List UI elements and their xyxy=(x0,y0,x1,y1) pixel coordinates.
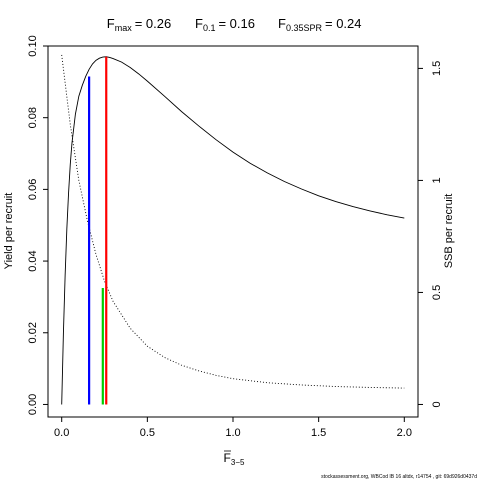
title-fmax-value: = 0.26 xyxy=(135,16,172,31)
y-left-tick-label: 0.08 xyxy=(27,107,39,128)
y-left-tick-label: 0.10 xyxy=(27,35,39,56)
title-fspr-value: = 0.24 xyxy=(325,16,362,31)
y-right-tick-label: 1.5 xyxy=(431,61,443,76)
chart-title-fspr: F0.35SPR = 0.24 xyxy=(278,16,362,33)
y-right-tick-label: 0.5 xyxy=(431,285,443,300)
chart-title-f01: F0.1 = 0.16 xyxy=(195,16,255,33)
footnote: stockassessment.org, WBCod IB 16 altdx, … xyxy=(321,474,477,480)
y-left-axis-label: Yield per recruit xyxy=(3,193,15,270)
x-axis-label-sub: 3−5 xyxy=(231,458,245,467)
title-f01-subscript: 0.1 xyxy=(203,23,216,33)
x-tick-label: 1.5 xyxy=(311,427,326,439)
y-left-tick-label: 0.00 xyxy=(27,394,39,415)
reference-lines-layer xyxy=(88,56,108,405)
y-right-axis-label: SSB per recruit xyxy=(443,194,455,269)
y-right-tick-label: 1 xyxy=(431,177,443,183)
axes-layer: 0.0 0.5 1.0 1.5 2.0 0.00 0.02 0.04 0.06 0.08 0.10 0… xyxy=(27,35,443,439)
title-fmax-subscript: max xyxy=(115,23,133,33)
x-tick-label: 1.0 xyxy=(225,427,240,439)
x-tick-label: 0.5 xyxy=(140,427,155,439)
title-f01-value: = 0.16 xyxy=(218,16,255,31)
ssb-per-recruit-curve xyxy=(61,54,405,389)
title-fspr-symbol: F xyxy=(278,16,286,31)
x-axis-label: F3−5 xyxy=(224,451,245,467)
y-left-tick-label: 0.04 xyxy=(27,250,39,271)
x-tick-label: 0.0 xyxy=(54,427,69,439)
title-fmax-symbol: F xyxy=(107,16,115,31)
series-layer xyxy=(61,54,405,405)
x-tick-label: 2.0 xyxy=(397,427,412,439)
title-fspr-subscript: 0.35SPR xyxy=(286,23,323,33)
yield-per-recruit-curve xyxy=(61,56,405,405)
x-axis-label-main: F xyxy=(224,451,231,465)
y-right-tick-label: 0 xyxy=(431,401,443,407)
chart-title: Fmax = 0.26 xyxy=(107,16,171,33)
title-f01-symbol: F xyxy=(195,16,203,31)
y-left-tick-label: 0.02 xyxy=(27,322,39,343)
y-left-tick-label: 0.06 xyxy=(27,179,39,200)
